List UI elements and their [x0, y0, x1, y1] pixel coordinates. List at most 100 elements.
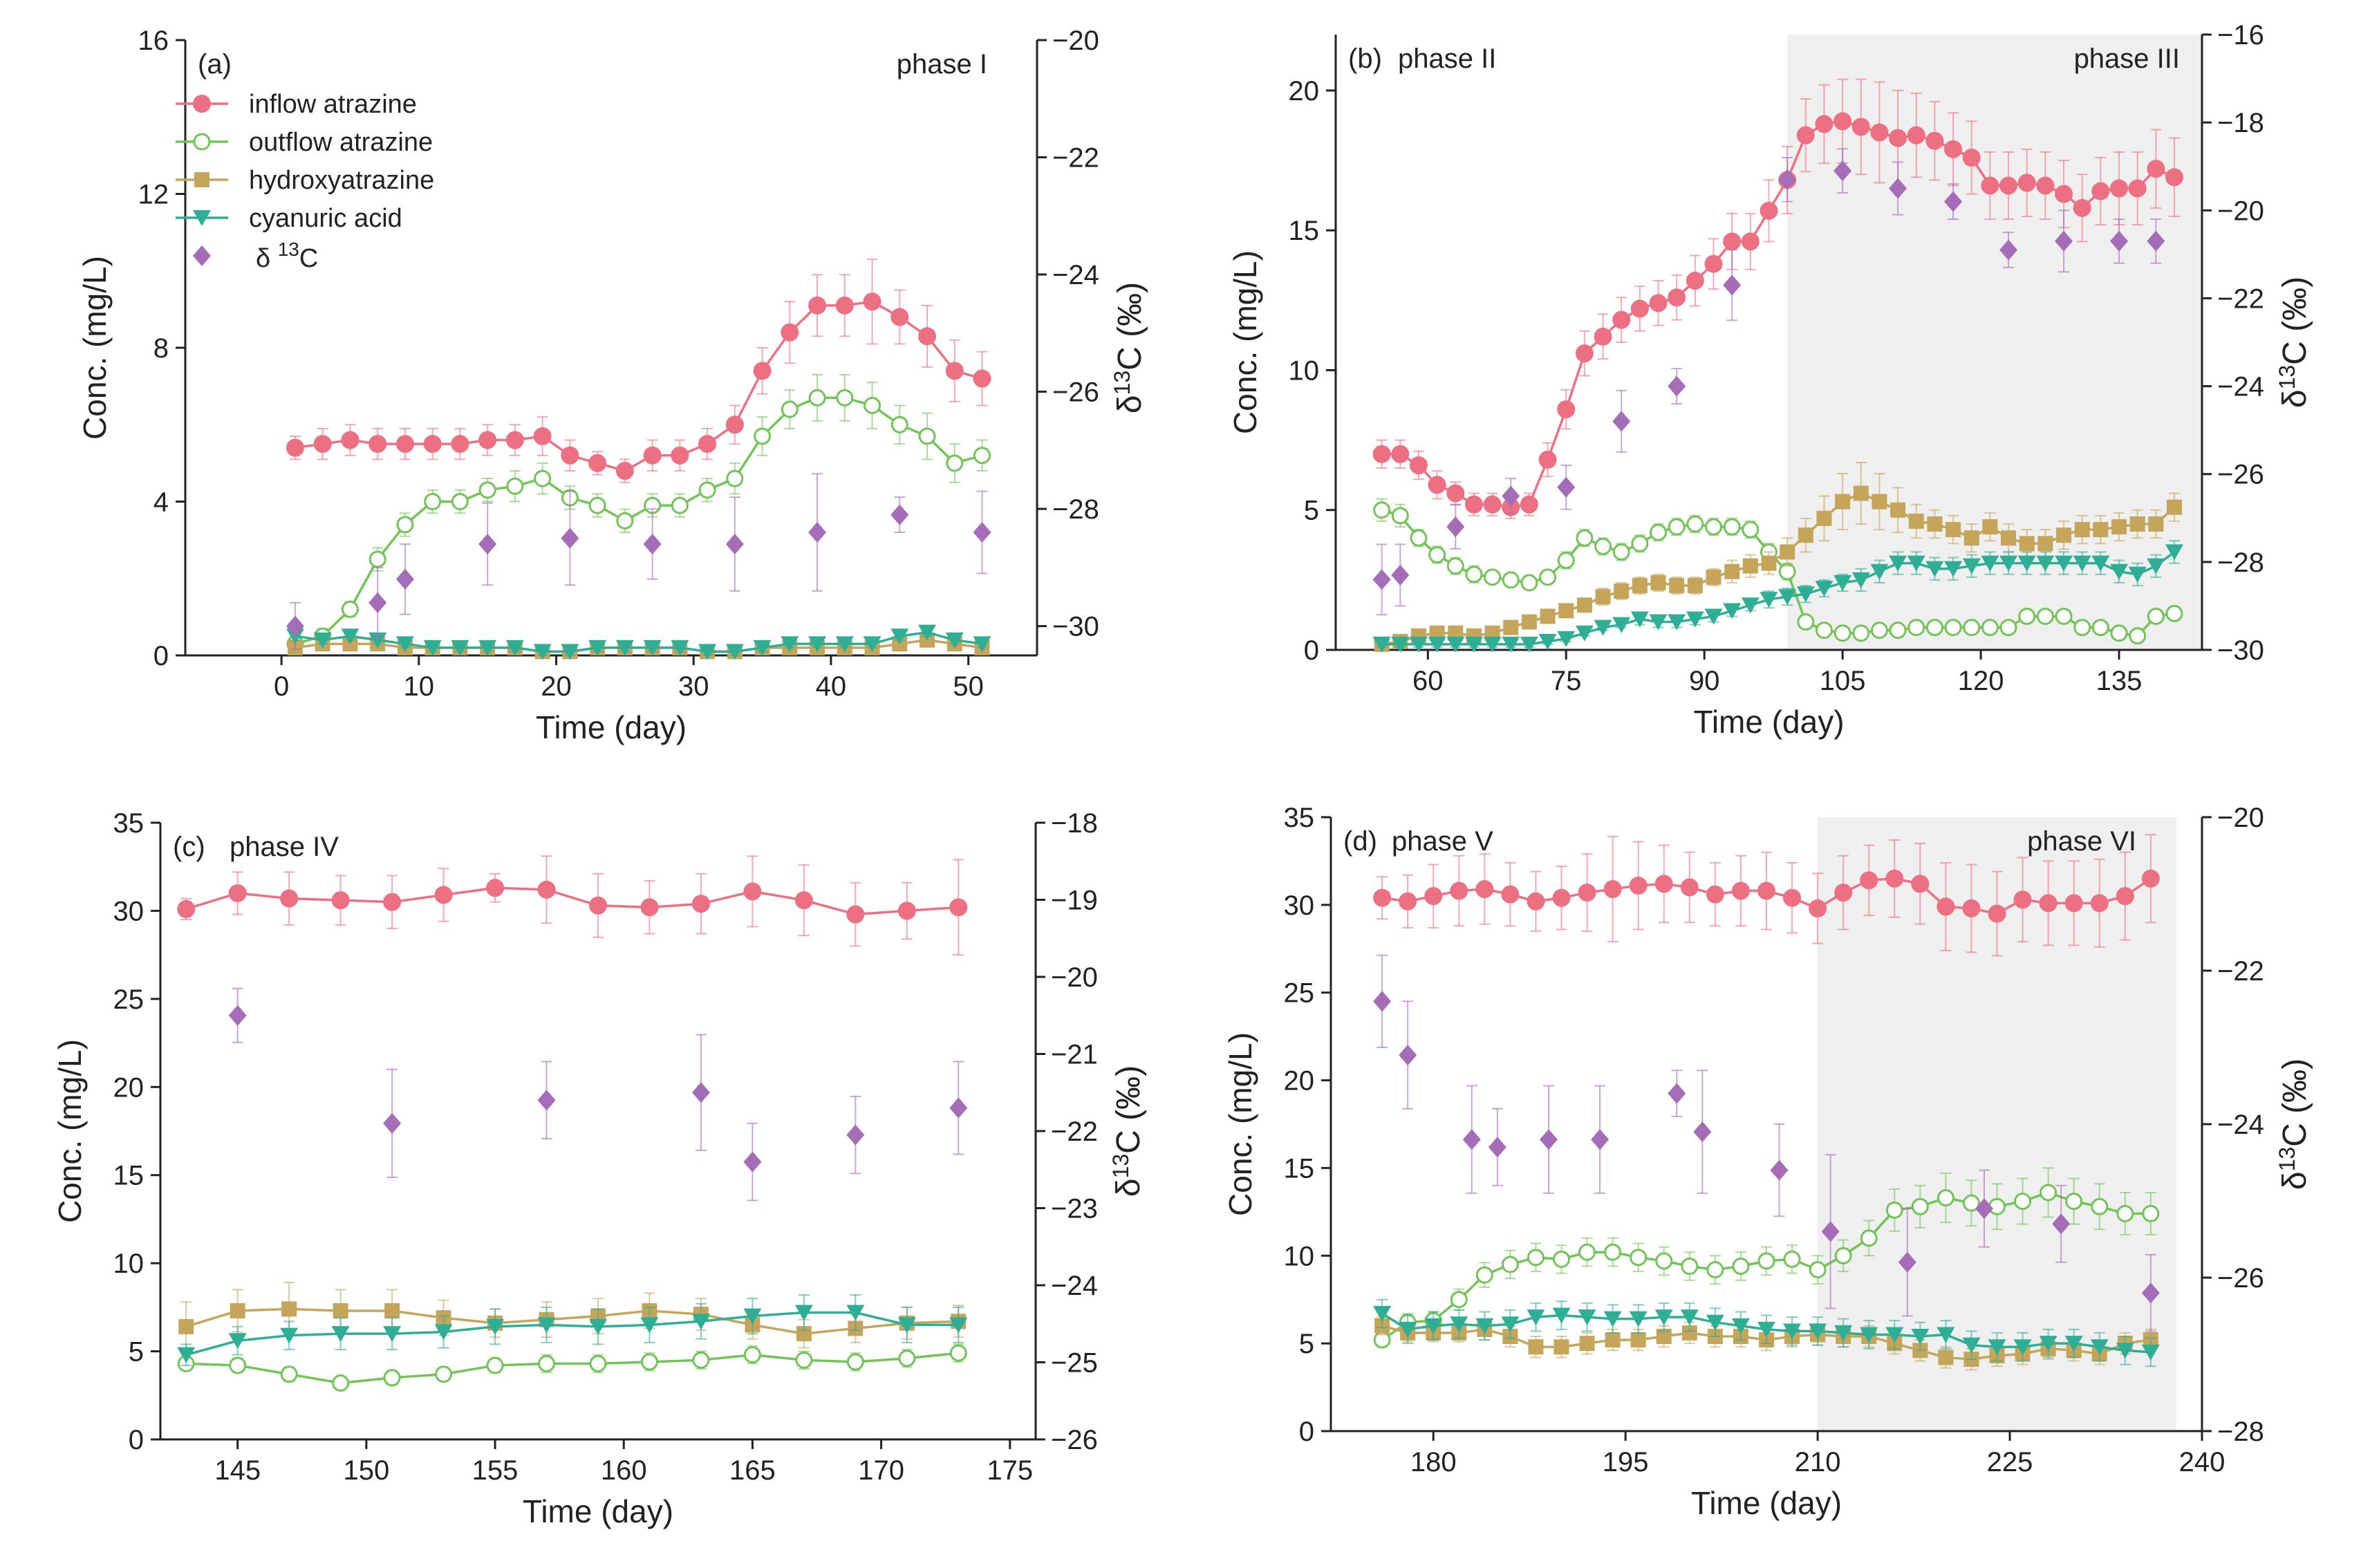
y2-tick-label: −22 — [1052, 143, 1099, 174]
data-point-cyanuric — [1475, 1318, 1494, 1334]
data-point-inflow — [1962, 899, 1981, 917]
data-point-hydroxy — [1669, 577, 1685, 593]
y2-tick-label: −30 — [2217, 635, 2264, 666]
y2-tick-label: −23 — [1051, 1194, 1098, 1224]
data-point-outflow — [2116, 1204, 2134, 1222]
data-point-inflow — [1988, 904, 2006, 923]
panel-a: 0 10 20 30 40 50 0 4 8 12 16 −30 −28 −26 −24 −22 −20 Time… — [77, 26, 1148, 745]
data-point-cyanuric — [698, 644, 717, 660]
y2-tick-label: −26 — [1051, 1425, 1098, 1455]
data-point-outflow — [534, 469, 552, 487]
data-point-cyanuric — [1557, 631, 1576, 647]
data-point-cyanuric — [2064, 1336, 2083, 1352]
data-point-cyanuric — [1723, 603, 1742, 619]
panel-label: (c) — [173, 832, 205, 862]
data-point-outflow — [1944, 619, 1962, 637]
phase-label: phase III — [2074, 44, 2180, 74]
data-point-cyanuric — [1520, 636, 1538, 653]
data-point-delta — [1668, 1083, 1686, 1104]
data-point-inflow — [537, 880, 556, 899]
data-point-inflow — [1925, 131, 1944, 150]
data-point-hydroxy — [1614, 584, 1630, 599]
data-point-inflow — [478, 431, 497, 449]
data-point-outflow — [1484, 568, 1502, 586]
data-point-outflow — [1465, 566, 1483, 584]
series-outflow — [177, 1343, 967, 1392]
data-point-inflow — [1629, 876, 1648, 895]
y-tick-label: 8 — [153, 333, 169, 364]
data-point-hydroxy — [1576, 597, 1592, 613]
data-point-cyanuric — [1885, 1327, 1904, 1343]
data-point-delta — [846, 1124, 865, 1146]
data-point-inflow — [1760, 201, 1778, 220]
x-axis-label: Time (day) — [1691, 1485, 1842, 1521]
data-point-outflow — [1650, 523, 1668, 541]
data-point-outflow — [671, 496, 689, 514]
data-point-hydroxy — [1908, 513, 1924, 529]
data-point-inflow — [1680, 878, 1699, 897]
data-point-outflow — [1502, 571, 1520, 589]
data-point-hydroxy — [1656, 1328, 1672, 1344]
data-point-hydroxy — [1724, 563, 1740, 579]
data-point-delta — [973, 522, 991, 543]
data-point-inflow — [177, 899, 196, 918]
data-point-hydroxy — [230, 1303, 245, 1318]
data-point-outflow — [698, 481, 716, 499]
data-point-delta — [1591, 1129, 1609, 1150]
data-point-inflow — [280, 889, 299, 908]
data-point-outflow — [1539, 568, 1557, 586]
data-point-cyanuric — [368, 632, 387, 648]
data-point-inflow — [286, 438, 304, 457]
data-point-hydroxy — [1630, 1332, 1646, 1348]
data-point-outflow — [1450, 1291, 1468, 1309]
y-tick-label: 16 — [138, 26, 169, 56]
data-point-cyanuric — [615, 640, 634, 656]
data-point-outflow — [1732, 1258, 1750, 1276]
data-point-outflow — [229, 1356, 247, 1374]
data-point-cyanuric — [2141, 1344, 2160, 1361]
data-point-outflow — [2147, 607, 2165, 625]
data-point-cyanuric — [890, 628, 909, 645]
data-point-inflow — [331, 891, 350, 910]
data-point-inflow — [423, 435, 442, 454]
data-point-cyanuric — [533, 644, 552, 660]
x-tick-label: 50 — [953, 671, 984, 702]
data-point-inflow — [643, 446, 662, 465]
data-point-hydroxy — [1927, 516, 1943, 532]
data-point-hydroxy — [2093, 522, 2109, 538]
data-point-delta — [808, 522, 827, 543]
data-point-inflow — [1373, 888, 1392, 907]
data-point-hydroxy — [333, 1303, 348, 1318]
data-point-outflow — [1501, 1256, 1519, 1273]
phase-label: phase IV — [230, 832, 339, 862]
series-delta — [286, 473, 991, 651]
data-point-delta — [383, 1112, 402, 1134]
data-point-outflow — [2018, 607, 2036, 625]
data-point-cyanuric — [897, 1317, 916, 1334]
series-inflow — [1373, 834, 2160, 957]
data-point-inflow — [897, 902, 916, 920]
data-point-inflow — [1538, 450, 1557, 469]
data-point-cyanuric — [918, 624, 937, 641]
data-point-delta — [890, 504, 909, 525]
data-point-hydroxy — [2001, 530, 2017, 546]
y-tick-label: 10 — [1284, 1241, 1315, 1271]
data-point-inflow — [395, 435, 414, 454]
data-point-cyanuric — [725, 644, 744, 660]
data-point-outflow — [946, 454, 964, 472]
series-cyanuric — [1373, 1298, 2160, 1368]
y2-tick-label: −26 — [2217, 1263, 2264, 1294]
data-point-outflow — [1578, 1243, 1596, 1261]
data-point-cyanuric — [781, 636, 799, 653]
data-point-inflow — [1731, 881, 1750, 900]
data-point-inflow — [2147, 160, 2165, 178]
data-point-delta — [743, 1151, 762, 1173]
y-tick-label: 12 — [138, 180, 169, 210]
data-point-outflow — [973, 447, 991, 465]
data-point-inflow — [835, 296, 854, 315]
data-point-inflow — [1428, 476, 1446, 494]
data-point-hydroxy — [1650, 575, 1666, 590]
x-tick-label: 195 — [1603, 1447, 1649, 1477]
data-point-hydroxy — [1872, 494, 1887, 510]
